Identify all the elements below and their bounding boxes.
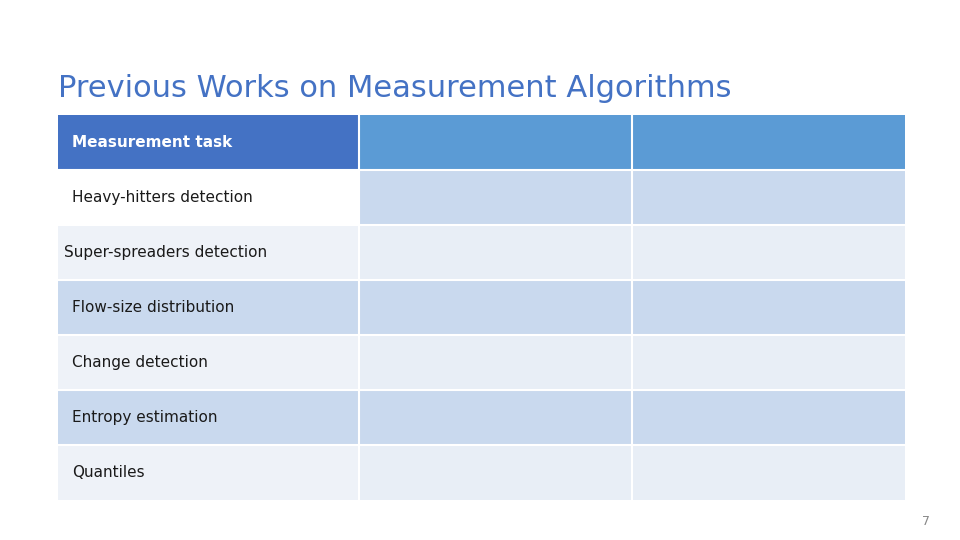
Text: Super-spreaders detection: Super-spreaders detection <box>64 245 267 260</box>
Bar <box>58 445 359 500</box>
Bar <box>359 225 633 280</box>
Text: Heavy-hitters detection: Heavy-hitters detection <box>72 190 252 205</box>
Bar <box>58 115 359 170</box>
Bar <box>633 280 905 335</box>
Bar <box>359 335 633 390</box>
Bar <box>58 390 359 445</box>
Bar <box>359 115 633 170</box>
Bar <box>58 280 359 335</box>
Text: 7: 7 <box>922 515 930 528</box>
Text: Previous Works on Measurement Algorithms: Previous Works on Measurement Algorithms <box>58 74 732 103</box>
Text: Change detection: Change detection <box>72 355 208 370</box>
Text: Measurement task: Measurement task <box>72 135 232 150</box>
Bar <box>359 280 633 335</box>
Text: Flow-size distribution: Flow-size distribution <box>72 300 234 315</box>
Bar <box>633 115 905 170</box>
Bar <box>633 390 905 445</box>
Bar <box>633 225 905 280</box>
Bar <box>58 225 359 280</box>
Bar <box>359 390 633 445</box>
Bar <box>633 335 905 390</box>
Bar <box>633 445 905 500</box>
Bar <box>359 170 633 225</box>
Text: Entropy estimation: Entropy estimation <box>72 410 218 425</box>
Bar <box>359 445 633 500</box>
Text: Quantiles: Quantiles <box>72 465 145 480</box>
Bar <box>633 170 905 225</box>
Bar <box>58 170 359 225</box>
Bar <box>58 335 359 390</box>
